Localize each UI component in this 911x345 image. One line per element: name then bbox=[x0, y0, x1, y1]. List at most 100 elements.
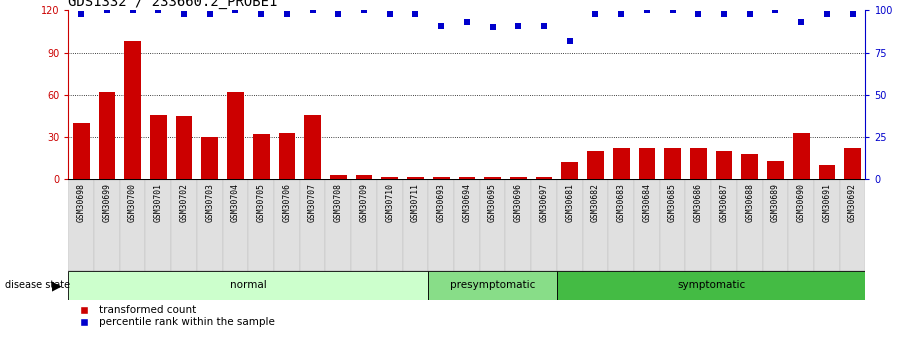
Bar bbox=[94, 179, 119, 271]
Text: GSM30711: GSM30711 bbox=[411, 183, 420, 222]
Bar bbox=[227, 92, 244, 179]
Bar bbox=[249, 179, 274, 271]
Text: GSM30703: GSM30703 bbox=[205, 183, 214, 222]
Bar bbox=[685, 179, 711, 271]
Bar bbox=[634, 179, 660, 271]
Bar bbox=[506, 179, 531, 271]
Text: ▶: ▶ bbox=[52, 279, 62, 292]
Point bbox=[177, 11, 191, 17]
Bar bbox=[377, 179, 403, 271]
Point bbox=[511, 23, 526, 28]
Bar bbox=[124, 41, 141, 179]
Text: GSM30696: GSM30696 bbox=[514, 183, 523, 222]
Text: GSM30691: GSM30691 bbox=[823, 183, 832, 222]
Text: disease state: disease state bbox=[5, 280, 69, 290]
Bar bbox=[433, 177, 449, 179]
Point bbox=[331, 11, 345, 17]
Text: GSM30698: GSM30698 bbox=[77, 183, 86, 222]
Point bbox=[305, 8, 320, 13]
Text: GSM30700: GSM30700 bbox=[128, 183, 138, 222]
Text: GSM30699: GSM30699 bbox=[102, 183, 111, 222]
Bar bbox=[561, 162, 578, 179]
Bar bbox=[325, 179, 351, 271]
Text: GSM30708: GSM30708 bbox=[333, 183, 343, 222]
Bar bbox=[274, 179, 300, 271]
Bar bbox=[711, 179, 737, 271]
Point bbox=[280, 11, 294, 17]
Bar bbox=[844, 148, 861, 179]
Bar bbox=[583, 179, 609, 271]
Text: GSM30706: GSM30706 bbox=[282, 183, 292, 222]
Point bbox=[151, 8, 166, 13]
Bar bbox=[793, 133, 810, 179]
Bar bbox=[767, 161, 783, 179]
Point bbox=[820, 11, 834, 17]
Bar bbox=[68, 179, 94, 271]
Bar bbox=[222, 179, 249, 271]
Text: GSM30686: GSM30686 bbox=[694, 183, 702, 222]
Point bbox=[459, 19, 474, 25]
Bar bbox=[355, 175, 373, 179]
Bar bbox=[119, 179, 146, 271]
Bar bbox=[403, 179, 428, 271]
Bar bbox=[98, 92, 116, 179]
Bar bbox=[351, 179, 377, 271]
Bar bbox=[587, 151, 604, 179]
Text: GSM30697: GSM30697 bbox=[539, 183, 548, 222]
Text: GSM30684: GSM30684 bbox=[642, 183, 651, 222]
Point bbox=[99, 8, 114, 13]
Point bbox=[74, 11, 88, 17]
Text: GSM30692: GSM30692 bbox=[848, 183, 857, 222]
Text: GSM30681: GSM30681 bbox=[565, 183, 574, 222]
Bar bbox=[742, 154, 758, 179]
Bar bbox=[716, 151, 732, 179]
Bar bbox=[197, 179, 222, 271]
Text: GSM30689: GSM30689 bbox=[771, 183, 780, 222]
Text: GSM30690: GSM30690 bbox=[796, 183, 805, 222]
Legend: transformed count, percentile rank within the sample: transformed count, percentile rank withi… bbox=[74, 305, 274, 327]
Bar bbox=[536, 177, 552, 179]
Point bbox=[845, 11, 860, 17]
Bar bbox=[454, 179, 480, 271]
Point bbox=[640, 8, 654, 13]
Bar bbox=[480, 179, 506, 271]
Text: GSM30693: GSM30693 bbox=[436, 183, 445, 222]
Bar bbox=[660, 179, 685, 271]
Point bbox=[126, 8, 140, 13]
Bar bbox=[557, 179, 583, 271]
Bar bbox=[382, 177, 398, 179]
Bar bbox=[737, 179, 763, 271]
Bar bbox=[458, 177, 476, 179]
Bar bbox=[639, 148, 655, 179]
Text: GSM30688: GSM30688 bbox=[745, 183, 754, 222]
Point bbox=[434, 23, 448, 28]
Text: GSM30695: GSM30695 bbox=[488, 183, 497, 222]
Text: GSM30683: GSM30683 bbox=[617, 183, 626, 222]
Text: symptomatic: symptomatic bbox=[677, 280, 745, 290]
Bar bbox=[818, 165, 835, 179]
Point bbox=[614, 11, 629, 17]
Bar bbox=[613, 148, 630, 179]
Point bbox=[665, 8, 680, 13]
Bar bbox=[407, 177, 424, 179]
Bar bbox=[171, 179, 197, 271]
Point bbox=[768, 8, 783, 13]
Bar bbox=[788, 179, 814, 271]
Bar bbox=[664, 148, 681, 179]
Point bbox=[537, 23, 551, 28]
Text: GSM30702: GSM30702 bbox=[179, 183, 189, 222]
Bar bbox=[763, 179, 788, 271]
Bar bbox=[73, 123, 89, 179]
Text: GSM30710: GSM30710 bbox=[385, 183, 394, 222]
Point bbox=[742, 11, 757, 17]
Point bbox=[562, 38, 577, 43]
Text: GSM30687: GSM30687 bbox=[720, 183, 729, 222]
Text: normal: normal bbox=[230, 280, 267, 290]
Point bbox=[202, 11, 217, 17]
Point bbox=[254, 11, 269, 17]
Bar bbox=[531, 179, 557, 271]
Bar bbox=[330, 175, 347, 179]
Text: GSM30704: GSM30704 bbox=[231, 183, 240, 222]
Bar bbox=[428, 272, 557, 299]
Point bbox=[589, 11, 603, 17]
